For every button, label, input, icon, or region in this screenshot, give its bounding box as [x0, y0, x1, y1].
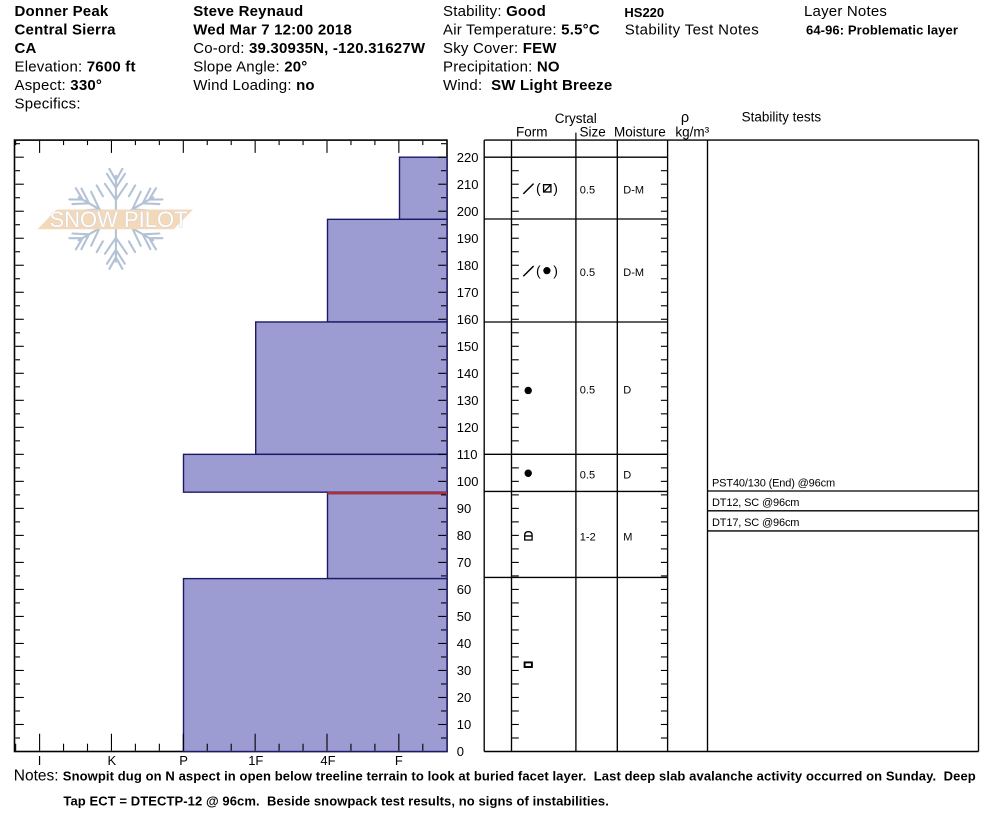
svg-text:210: 210	[457, 177, 479, 192]
svg-text:Air Temperature: 5.5°C: Air Temperature: 5.5°C	[443, 21, 600, 38]
svg-text:Slope Angle: 20°: Slope Angle: 20°	[193, 58, 307, 75]
svg-text:0.5: 0.5	[580, 267, 595, 279]
svg-text:Size: Size	[579, 125, 605, 140]
svg-text:Central Sierra: Central Sierra	[15, 21, 117, 38]
svg-text:150: 150	[457, 339, 479, 354]
svg-text:Stability: Good: Stability: Good	[443, 3, 546, 20]
svg-text:120: 120	[457, 420, 479, 435]
svg-text:Co-ord: 39.30935N, -120.31627W: Co-ord: 39.30935N, -120.31627W	[193, 40, 426, 57]
svg-text:220: 220	[457, 150, 479, 165]
svg-text:10: 10	[457, 717, 471, 732]
svg-text:HS220: HS220	[624, 5, 664, 20]
svg-text:Snowpit dug on N aspect in ope: Snowpit dug on N aspect in open below tr…	[63, 768, 976, 783]
svg-text:D-M: D-M	[623, 184, 644, 196]
svg-text:(: (	[536, 262, 541, 278]
svg-text:140: 140	[457, 366, 479, 381]
svg-text:80: 80	[457, 528, 471, 543]
svg-text:64-96: Problematic layer: 64-96: Problematic layer	[806, 23, 958, 38]
svg-text:90: 90	[457, 501, 471, 516]
svg-text:Sky Cover: FEW: Sky Cover: FEW	[443, 40, 557, 57]
svg-text:Elevation: 7600 ft: Elevation: 7600 ft	[15, 58, 136, 75]
svg-text:kg/m³: kg/m³	[675, 125, 709, 140]
svg-text:SNOW PILOT: SNOW PILOT	[49, 207, 187, 232]
svg-text:180: 180	[457, 258, 479, 273]
svg-text:160: 160	[457, 312, 479, 327]
svg-text:190: 190	[457, 231, 479, 246]
svg-text:DT17, SC @96cm: DT17, SC @96cm	[712, 517, 799, 529]
svg-text:D-M: D-M	[623, 267, 644, 279]
svg-text:Notes:: Notes:	[14, 767, 59, 784]
svg-text:Moisture: Moisture	[614, 125, 666, 140]
svg-text:60: 60	[457, 582, 471, 597]
svg-text:Precipitation: NO: Precipitation: NO	[443, 58, 560, 75]
svg-text:Donner Peak: Donner Peak	[15, 3, 109, 20]
svg-text:Crystal: Crystal	[555, 111, 597, 126]
svg-text:P: P	[179, 753, 188, 768]
svg-text:Specifics:: Specifics:	[15, 95, 81, 112]
svg-text:50: 50	[457, 609, 471, 624]
svg-text:0.5: 0.5	[580, 384, 595, 396]
svg-text:Form: Form	[516, 125, 548, 140]
svg-text:CA: CA	[15, 40, 37, 57]
svg-text:Wind: SW Light Breeze: Wind: SW Light Breeze	[443, 77, 612, 94]
svg-text:Steve Reynaud: Steve Reynaud	[193, 3, 303, 20]
svg-text:0.5: 0.5	[580, 184, 595, 196]
svg-text:40: 40	[457, 636, 471, 651]
svg-text:): )	[553, 180, 558, 196]
svg-text:Layer Notes: Layer Notes	[804, 3, 887, 20]
svg-text:20: 20	[457, 690, 471, 705]
svg-text:130: 130	[457, 393, 479, 408]
svg-text:0.5: 0.5	[580, 469, 595, 481]
svg-text:): )	[553, 262, 558, 278]
svg-text:200: 200	[457, 204, 479, 219]
svg-text:DT12, SC @96cm: DT12, SC @96cm	[712, 497, 799, 509]
svg-text:170: 170	[457, 285, 479, 300]
svg-text:Wind Loading: no: Wind Loading: no	[193, 77, 315, 94]
svg-text:110: 110	[457, 447, 478, 462]
svg-text:Wed Mar 7 12:00 2018: Wed Mar 7 12:00 2018	[193, 21, 352, 38]
svg-text:M: M	[623, 532, 632, 544]
svg-text:Stability tests: Stability tests	[742, 110, 822, 125]
svg-text:PST40/130 (End) @96cm: PST40/130 (End) @96cm	[712, 477, 835, 489]
svg-text:4F: 4F	[320, 753, 335, 768]
svg-text:0: 0	[457, 744, 464, 759]
svg-text:I: I	[38, 753, 42, 768]
svg-text:Stability Test Notes: Stability Test Notes	[625, 22, 759, 39]
svg-text:ρ: ρ	[681, 110, 689, 126]
svg-text:(: (	[536, 180, 541, 196]
svg-text:30: 30	[457, 663, 471, 678]
svg-text:D: D	[623, 384, 631, 396]
svg-text:100: 100	[457, 474, 479, 489]
svg-text:Tap ECT = DTECTP-12 @ 96cm. B: Tap ECT = DTECTP-12 @ 96cm. Beside snowp…	[63, 794, 609, 809]
svg-text:Aspect: 330°: Aspect: 330°	[15, 77, 103, 94]
svg-text:1-2: 1-2	[580, 532, 596, 544]
svg-text:D: D	[623, 469, 631, 481]
svg-text:70: 70	[457, 555, 471, 570]
svg-text:1F: 1F	[248, 753, 263, 768]
svg-text:K: K	[107, 753, 116, 768]
svg-text:F: F	[395, 753, 403, 768]
